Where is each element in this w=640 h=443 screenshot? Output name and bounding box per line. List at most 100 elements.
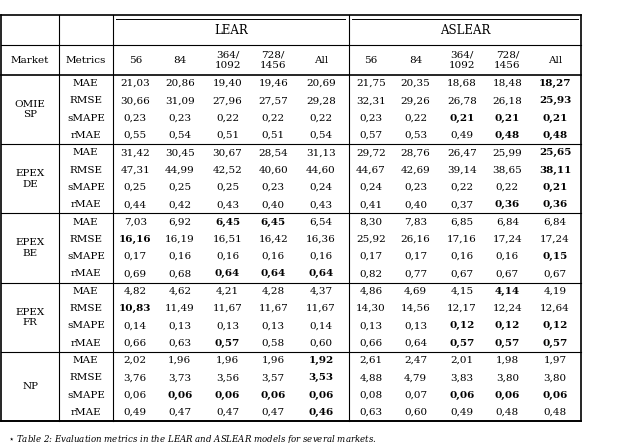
Text: 0,66: 0,66 bbox=[124, 338, 147, 348]
Text: 19,40: 19,40 bbox=[212, 79, 243, 88]
Text: 0,57: 0,57 bbox=[360, 131, 383, 140]
Text: 0,07: 0,07 bbox=[404, 391, 427, 400]
Text: 0,44: 0,44 bbox=[124, 200, 147, 209]
Text: 16,19: 16,19 bbox=[165, 235, 195, 244]
Text: 0,48: 0,48 bbox=[543, 408, 566, 417]
Text: 0,06: 0,06 bbox=[167, 391, 193, 400]
Text: 18,48: 18,48 bbox=[492, 79, 522, 88]
Text: 0,06: 0,06 bbox=[449, 391, 474, 400]
Text: 56: 56 bbox=[364, 56, 378, 65]
Text: 29,26: 29,26 bbox=[401, 97, 431, 105]
Text: EPEX
DE: EPEX DE bbox=[15, 169, 45, 189]
Text: 0,23: 0,23 bbox=[262, 183, 285, 192]
Text: 4,28: 4,28 bbox=[262, 287, 285, 296]
Text: rMAE: rMAE bbox=[70, 338, 101, 348]
Text: Metrics: Metrics bbox=[66, 56, 106, 65]
Text: 0,06: 0,06 bbox=[543, 391, 568, 400]
Text: 0,68: 0,68 bbox=[168, 269, 191, 279]
Text: 0,23: 0,23 bbox=[404, 183, 427, 192]
Text: 18,68: 18,68 bbox=[447, 79, 477, 88]
Text: 3,57: 3,57 bbox=[262, 373, 285, 382]
Text: 0,25: 0,25 bbox=[216, 183, 239, 192]
Text: 7,03: 7,03 bbox=[124, 218, 147, 226]
Text: 29,72: 29,72 bbox=[356, 148, 386, 157]
Text: 0,21: 0,21 bbox=[495, 114, 520, 123]
Text: 17,24: 17,24 bbox=[540, 235, 570, 244]
Text: 728/
1456: 728/ 1456 bbox=[260, 51, 287, 70]
Text: 44,67: 44,67 bbox=[356, 166, 386, 175]
Text: 0,24: 0,24 bbox=[309, 183, 333, 192]
Text: 2,02: 2,02 bbox=[124, 356, 147, 365]
Text: 6,84: 6,84 bbox=[496, 218, 519, 226]
Text: 0,22: 0,22 bbox=[309, 114, 333, 123]
Text: 0,64: 0,64 bbox=[260, 269, 286, 279]
Text: RMSE: RMSE bbox=[69, 235, 102, 244]
Text: 17,24: 17,24 bbox=[492, 235, 522, 244]
Text: 0,22: 0,22 bbox=[404, 114, 427, 123]
Text: 0,40: 0,40 bbox=[404, 200, 427, 209]
Text: 30,66: 30,66 bbox=[120, 97, 150, 105]
Text: 0,13: 0,13 bbox=[262, 321, 285, 330]
Text: 0,13: 0,13 bbox=[216, 321, 239, 330]
Text: 0,47: 0,47 bbox=[216, 408, 239, 417]
Text: 0,25: 0,25 bbox=[168, 183, 191, 192]
Text: 84: 84 bbox=[409, 56, 422, 65]
Text: sMAPE: sMAPE bbox=[67, 391, 105, 400]
Text: 0,64: 0,64 bbox=[215, 269, 240, 279]
Text: 31,13: 31,13 bbox=[306, 148, 336, 157]
Text: 0,48: 0,48 bbox=[496, 408, 519, 417]
Text: 0,51: 0,51 bbox=[216, 131, 239, 140]
Text: 4,37: 4,37 bbox=[309, 287, 333, 296]
Text: 0,53: 0,53 bbox=[404, 131, 427, 140]
Text: 19,46: 19,46 bbox=[259, 79, 288, 88]
Text: 0,43: 0,43 bbox=[216, 200, 239, 209]
Text: NP: NP bbox=[22, 382, 38, 391]
Text: 3,83: 3,83 bbox=[450, 373, 474, 382]
Text: 2,01: 2,01 bbox=[450, 356, 474, 365]
Text: 20,86: 20,86 bbox=[165, 79, 195, 88]
Text: 0,47: 0,47 bbox=[262, 408, 285, 417]
Text: 0,54: 0,54 bbox=[309, 131, 333, 140]
Text: 25,93: 25,93 bbox=[539, 97, 572, 105]
Text: 0,63: 0,63 bbox=[168, 338, 191, 348]
Text: 728/
1456: 728/ 1456 bbox=[494, 51, 520, 70]
Text: 0,08: 0,08 bbox=[360, 391, 383, 400]
Text: 42,69: 42,69 bbox=[401, 166, 431, 175]
Text: 0,54: 0,54 bbox=[168, 131, 191, 140]
Text: 0,57: 0,57 bbox=[543, 338, 568, 348]
Text: 26,78: 26,78 bbox=[447, 97, 477, 105]
Text: 0,46: 0,46 bbox=[308, 408, 333, 417]
Text: 0,64: 0,64 bbox=[404, 338, 427, 348]
Text: RMSE: RMSE bbox=[69, 373, 102, 382]
Text: 4,86: 4,86 bbox=[360, 287, 383, 296]
Text: 4,69: 4,69 bbox=[404, 287, 427, 296]
Text: 6,45: 6,45 bbox=[260, 218, 285, 226]
Text: 0,14: 0,14 bbox=[309, 321, 333, 330]
Text: 0,58: 0,58 bbox=[262, 338, 285, 348]
Text: 12,24: 12,24 bbox=[492, 304, 522, 313]
Text: 18,27: 18,27 bbox=[539, 79, 572, 88]
Text: 0,77: 0,77 bbox=[404, 269, 427, 279]
Text: MAE: MAE bbox=[73, 356, 99, 365]
Text: 0,49: 0,49 bbox=[450, 131, 474, 140]
Text: All: All bbox=[314, 56, 328, 65]
Text: 4,82: 4,82 bbox=[124, 287, 147, 296]
Text: 21,75: 21,75 bbox=[356, 79, 386, 88]
Text: 0,22: 0,22 bbox=[496, 183, 519, 192]
Text: 0,48: 0,48 bbox=[543, 131, 568, 140]
Text: 16,16: 16,16 bbox=[119, 235, 152, 244]
Text: rMAE: rMAE bbox=[70, 408, 101, 417]
Text: 32,31: 32,31 bbox=[356, 97, 386, 105]
Text: 0,57: 0,57 bbox=[215, 338, 240, 348]
Text: 29,28: 29,28 bbox=[306, 97, 336, 105]
Text: 3,56: 3,56 bbox=[216, 373, 239, 382]
Text: 0,06: 0,06 bbox=[215, 391, 240, 400]
Text: rMAE: rMAE bbox=[70, 200, 101, 209]
Text: 3,53: 3,53 bbox=[308, 373, 333, 382]
Text: 16,51: 16,51 bbox=[212, 235, 243, 244]
Text: 0,21: 0,21 bbox=[543, 183, 568, 192]
Text: 0,13: 0,13 bbox=[404, 321, 427, 330]
Text: $\star$ Table 2: Evaluation metrics in the LEAR and ASLEAR models for several ma: $\star$ Table 2: Evaluation metrics in t… bbox=[8, 433, 376, 443]
Text: 47,31: 47,31 bbox=[120, 166, 150, 175]
Text: 1,98: 1,98 bbox=[496, 356, 519, 365]
